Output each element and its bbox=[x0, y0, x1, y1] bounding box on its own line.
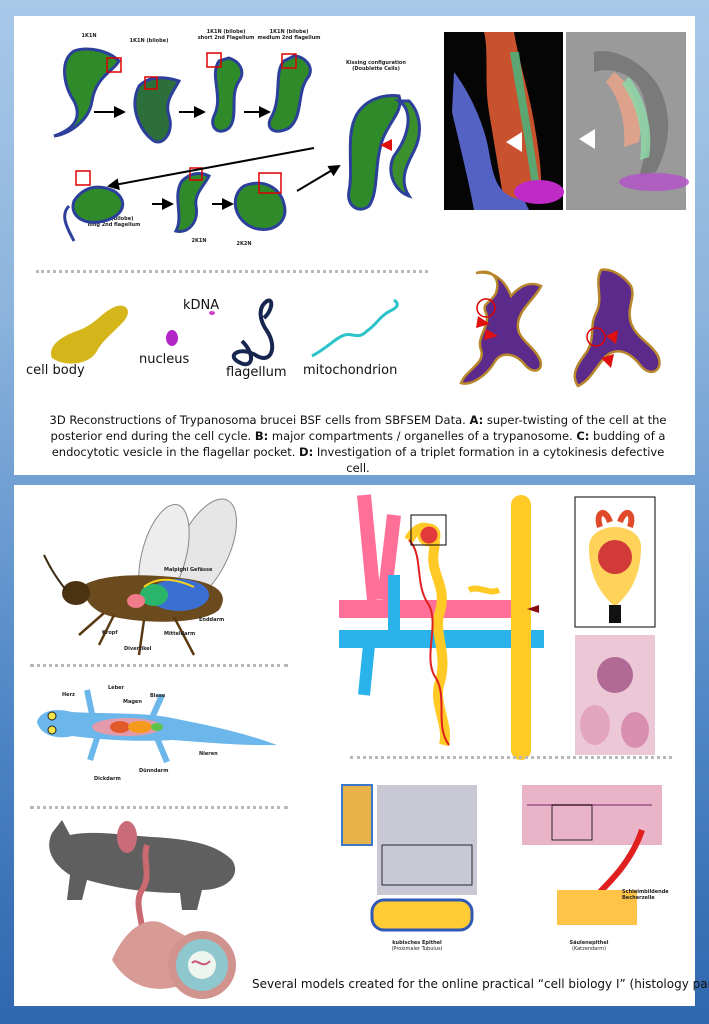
epithel-label-saeulen-sub: (Katzendarm) bbox=[571, 946, 607, 952]
highlight-box bbox=[75, 170, 91, 186]
columnar-epithelium-model bbox=[522, 785, 662, 925]
salamander-label-nieren: Nieren bbox=[199, 751, 218, 757]
highlight-box bbox=[281, 53, 297, 69]
nucleus-model bbox=[166, 330, 178, 346]
kdna-model bbox=[209, 311, 215, 315]
highlight-box bbox=[206, 52, 222, 68]
caption-d-text: Investigation of a triplet formation in … bbox=[316, 445, 665, 475]
insect-label-malpighi: Malpighi Gefässe bbox=[164, 567, 213, 573]
caption-c-text: budding of a endocytotic vesicle in the … bbox=[51, 429, 666, 459]
cell-medium-2nd-flagellum bbox=[267, 54, 312, 133]
nephron-model bbox=[339, 494, 544, 760]
top-figure-panel: 1K1N 1K1N (bilobe) 1K1N (bilobe) short 2… bbox=[14, 16, 695, 475]
caption-intro: 3D Reconstructions of Trypanosoma brucei… bbox=[49, 413, 466, 427]
salamander-model bbox=[37, 689, 277, 764]
highlight-box bbox=[189, 167, 203, 181]
salamander-label-herz: Herz bbox=[62, 692, 75, 698]
organelle-label-mitochondrion: mitochondrion bbox=[303, 363, 398, 378]
triplet-formation-models bbox=[459, 268, 661, 388]
mitochondrion-model bbox=[311, 298, 399, 358]
salamander-label-magen: Magen bbox=[123, 699, 142, 705]
caption-d-label: D: bbox=[299, 445, 314, 459]
salamander-label-leber: Leber bbox=[108, 685, 125, 691]
cell-cycle-reconstructions bbox=[53, 47, 421, 242]
arrowhead-marker bbox=[484, 329, 498, 340]
insect-label-enddarm: Enddarm bbox=[199, 617, 225, 623]
insect-model bbox=[43, 498, 237, 656]
caption-b-label: B: bbox=[254, 429, 269, 443]
sequence-arrow bbox=[107, 147, 315, 191]
caption-b-text: major compartments / organelles of a try… bbox=[271, 429, 573, 443]
epithel-label-kubisch-sub: (Proximaler Tubulus) bbox=[391, 946, 443, 952]
arrowhead-marker bbox=[601, 354, 614, 368]
sequence-arrow bbox=[296, 164, 341, 192]
insect-label-mitteldarm: Mitteldarm bbox=[164, 631, 196, 637]
salamander-label-duenndarm: Dünndarm bbox=[139, 768, 169, 774]
highlight-circle bbox=[586, 327, 606, 347]
organelle-label-nucleus: nucleus bbox=[139, 352, 190, 367]
stage-label-1: 1K1N bbox=[81, 33, 97, 39]
glomerulus-detail bbox=[574, 496, 656, 628]
cat-intestine-model bbox=[49, 820, 236, 999]
highlight-box bbox=[258, 172, 282, 194]
bottom-figure-panel: Malpighi Gefässe Enddarm Kropf Mitteldar… bbox=[14, 485, 709, 1006]
white-arrowhead-marker bbox=[506, 132, 522, 152]
cell-2k1n bbox=[173, 172, 212, 233]
stage-label-2: 1K1N (bilobe) bbox=[129, 38, 169, 44]
organelle-label-kdna: kDNA bbox=[183, 298, 220, 313]
arrowhead-marker bbox=[606, 330, 618, 344]
cell-1k1n bbox=[53, 47, 121, 138]
salamander-label-blase: Blase bbox=[150, 693, 166, 699]
stage-label-3: 1K1N (bilobe) short 2nd Flagellum bbox=[197, 29, 255, 41]
dotted-separator bbox=[30, 806, 288, 809]
epithel-label-kubisch: kubisches Epithel bbox=[392, 940, 442, 946]
top-caption: 3D Reconstructions of Trypanosoma brucei… bbox=[48, 412, 668, 476]
organelle-label-cell-body: cell body bbox=[26, 363, 85, 378]
caption-c-label: C: bbox=[576, 429, 590, 443]
highlight-box bbox=[144, 76, 158, 90]
salamander-label-dickdarm: Dickdarm bbox=[94, 776, 121, 782]
white-arrowhead-marker bbox=[579, 129, 595, 149]
cell-kissing-configuration bbox=[347, 94, 421, 211]
bottom-caption: Several models created for the online pr… bbox=[252, 977, 709, 991]
stage-label-7: 2K1N bbox=[191, 238, 207, 244]
insect-label-kropf: Kropf bbox=[102, 630, 118, 636]
dotted-separator bbox=[30, 664, 288, 667]
organelle-models bbox=[51, 298, 399, 367]
cell-long-2nd-flagellum bbox=[63, 185, 125, 242]
arrowhead-marker bbox=[380, 139, 392, 151]
vesicle-budding-images bbox=[444, 32, 689, 210]
caption-a-label: A: bbox=[469, 413, 484, 427]
caption-a-text: super-twisting of the cell at the poster… bbox=[50, 413, 667, 443]
cell-2k2n bbox=[233, 181, 287, 231]
flagellum-model bbox=[231, 298, 275, 367]
dotted-separator bbox=[350, 756, 672, 759]
highlight-box bbox=[106, 57, 122, 73]
cell-1k1n-bilobe bbox=[133, 76, 182, 144]
insect-label-divertikel: Divertikel bbox=[124, 646, 152, 652]
stage-label-5: Kissing configuration (Doublette Cells) bbox=[346, 60, 406, 72]
dotted-separator bbox=[36, 270, 428, 273]
cell-short-2nd-flagellum bbox=[211, 56, 244, 133]
stage-label-4: 1K1N (bilobe) medium 2nd flagellum bbox=[257, 29, 321, 41]
highlight-circle bbox=[476, 298, 496, 318]
cuboidal-epithelium-model bbox=[341, 784, 477, 932]
arrowhead-marker bbox=[476, 316, 490, 328]
cell-body-model bbox=[51, 305, 128, 364]
organelle-label-flagellum: flagellum bbox=[226, 365, 287, 380]
stage-label-8: 2K2N bbox=[236, 241, 252, 247]
epithel-label-saeulen: Säulenepithel bbox=[569, 940, 609, 946]
glomerulus-histology bbox=[575, 635, 655, 755]
epithel-label-becher: Schleimbildende Becherzelle bbox=[622, 889, 669, 901]
